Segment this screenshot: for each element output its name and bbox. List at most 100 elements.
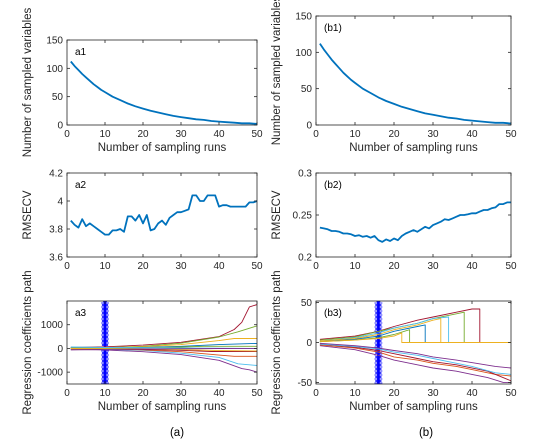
x-tick-label: 50 — [505, 129, 517, 140]
y-tick-label: 0 — [57, 121, 63, 132]
plot-a1 — [70, 60, 257, 125]
series-line-2 — [70, 348, 257, 373]
series-line-2 — [319, 345, 511, 383]
x-tick-label: 30 — [175, 388, 187, 399]
x-tick-label: 0 — [313, 129, 319, 140]
series-line-11 — [319, 332, 511, 343]
series-line-1 — [70, 194, 257, 236]
x-tick-label: 50 — [505, 261, 517, 272]
y-tick-label: 0.25 — [293, 211, 313, 222]
y-axis-label: Regression coefficients path — [22, 270, 34, 414]
x-tick-label: 50 — [251, 129, 263, 140]
x-tick-label: 20 — [388, 388, 400, 399]
panel-b1: 0 10 20 30 40 50 0 50 100 150 (b1) Number of sampli… — [271, 0, 517, 154]
y-axis-label: Number of sampled variables — [271, 0, 283, 145]
marker-stars — [374, 301, 383, 384]
series-line-12 — [70, 347, 257, 351]
panel-a1: 0 10 20 30 40 50 0 50 100 150 a1 Number of sampling… — [22, 7, 263, 157]
y-tick-label: 0.3 — [298, 169, 312, 180]
x-tick-label: 40 — [466, 261, 478, 272]
x-tick-label: 30 — [427, 261, 439, 272]
y-tick-label: 0 — [306, 121, 312, 132]
plot-b1 — [319, 43, 511, 125]
y-tick-label: 100 — [295, 48, 312, 59]
y-axis-label: RMSECV — [22, 190, 34, 240]
x-tick-label: 50 — [505, 388, 517, 399]
y-tick-label: -1000 — [37, 368, 63, 379]
plot-area — [316, 173, 511, 257]
panel-label: a1 — [75, 47, 87, 58]
x-tick-label: 10 — [349, 129, 361, 140]
panel-label: a3 — [75, 308, 87, 319]
plot-area — [316, 16, 511, 125]
y-tick-label: 50 — [301, 84, 313, 95]
x-tick-label: 30 — [427, 388, 439, 399]
x-tick-label: 40 — [213, 129, 225, 140]
x-axis-label: Number of sampling runs — [98, 401, 227, 413]
x-tick-label: 20 — [388, 261, 400, 272]
y-axis-label: Number of sampled variables — [22, 7, 34, 157]
x-tick-label: 50 — [251, 261, 263, 272]
y-tick-label: 1000 — [41, 320, 64, 331]
x-tick-label: 0 — [64, 129, 70, 140]
x-tick-label: 10 — [99, 388, 111, 399]
panel-a2: 0 10 20 30 40 50 3.6 3.8 4 4.2 a2 RMSECV — [22, 169, 263, 273]
panel-label: (b2) — [324, 180, 342, 191]
series-line-6 — [319, 344, 511, 377]
x-tick-label: 10 — [99, 261, 111, 272]
series-line-1 — [319, 43, 511, 125]
series-line-1 — [319, 201, 511, 243]
y-tick-label: 150 — [295, 12, 312, 23]
y-tick-label: 50 — [52, 92, 64, 103]
y-tick-label: 50 — [301, 298, 313, 309]
plot-b2 — [319, 201, 511, 243]
series-line-8 — [319, 343, 511, 382]
series-line-9 — [70, 345, 257, 349]
y-tick-label: 3.6 — [49, 253, 63, 264]
axes-box — [66, 300, 258, 385]
x-tick-label: 0 — [313, 261, 319, 272]
series-line-12 — [319, 342, 511, 369]
x-tick-label: 40 — [213, 388, 225, 399]
series-line-4 — [319, 316, 511, 343]
y-tick-label: 150 — [46, 36, 63, 47]
plot-a3 — [70, 301, 257, 384]
y-axis-label: Regression coefficients path — [271, 270, 283, 414]
x-tick-label: 10 — [349, 261, 361, 272]
x-tick-label: 40 — [466, 129, 478, 140]
plot-b3 — [319, 301, 511, 384]
y-tick-label: 0.2 — [298, 253, 312, 264]
y-tick-label: 3.8 — [49, 225, 63, 236]
plot-area — [67, 301, 257, 384]
x-tick-label: 20 — [137, 129, 149, 140]
y-tick-label: -50 — [298, 378, 313, 389]
x-tick-label: 20 — [137, 388, 149, 399]
plot-area — [67, 40, 257, 125]
axes-box — [66, 39, 258, 126]
x-tick-label: 20 — [137, 261, 149, 272]
axes-box — [66, 172, 258, 258]
x-axis-label: Number of sampling runs — [349, 401, 478, 413]
series-line-1 — [70, 60, 257, 125]
y-tick-label: 0 — [57, 344, 63, 355]
x-tick-label: 20 — [388, 129, 400, 140]
x-tick-label: 30 — [175, 129, 187, 140]
plot-a2 — [70, 194, 257, 236]
panel-label: (b3) — [324, 308, 342, 319]
marker-star — [374, 379, 383, 384]
panel-label: (b1) — [324, 23, 342, 34]
series-line-7 — [319, 324, 511, 343]
y-tick-label: 0 — [306, 338, 312, 349]
x-tick-label: 30 — [427, 129, 439, 140]
caption-b: (b) — [419, 427, 433, 439]
series-line-5 — [319, 318, 511, 343]
axes-box — [315, 15, 512, 126]
x-tick-label: 0 — [64, 261, 70, 272]
plot-area — [67, 173, 257, 257]
x-tick-label: 10 — [99, 129, 111, 140]
x-tick-label: 50 — [251, 388, 263, 399]
series-line-10 — [319, 343, 511, 375]
x-tick-label: 10 — [349, 388, 361, 399]
